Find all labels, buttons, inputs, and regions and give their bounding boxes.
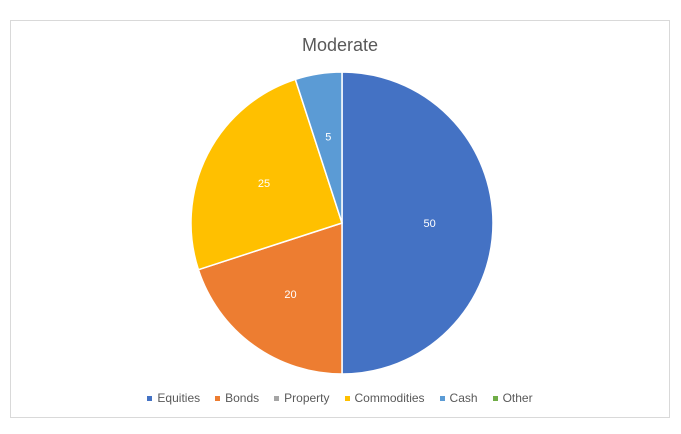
legend-item-commodities: Commodities: [344, 391, 425, 405]
legend-label: Equities: [157, 391, 201, 405]
data-label-equities: 50: [423, 218, 435, 230]
legend-swatch: [147, 395, 153, 401]
data-label-bonds: 20: [284, 289, 296, 301]
legend-label: Commodities: [354, 391, 425, 405]
pie-slice-cash: [294, 71, 343, 224]
legend-swatch: [274, 395, 280, 401]
pie-slice-bonds: [197, 221, 343, 375]
legend-swatch: [344, 395, 350, 401]
data-label-cash: 5: [325, 131, 331, 143]
legend-swatch: [492, 395, 498, 401]
chart-title: Moderate: [301, 35, 379, 55]
legend-swatch: [439, 395, 445, 401]
pie-chart: 50 20 25 5: [190, 71, 494, 375]
legend-swatch: [215, 395, 221, 401]
legend-label: Cash: [449, 391, 478, 405]
pie-slice-equities: [341, 71, 494, 375]
legend-item-property: Property: [274, 391, 330, 405]
legend-label: Bonds: [225, 391, 260, 405]
legend-item-bonds: Bonds: [215, 391, 259, 405]
legend-label: Other: [502, 391, 533, 405]
pie-slice-commodities: [190, 78, 343, 271]
data-label-commodities: 25: [258, 178, 270, 190]
legend-item-cash: Cash: [439, 391, 478, 405]
legend-item-other: Other: [492, 391, 533, 405]
chart-frame: Moderate 50 20 25 5 Equities Bonds Property Co…: [10, 20, 670, 418]
legend: Equities Bonds Property Commodities Cash Othe…: [11, 391, 669, 405]
legend-label: Property: [284, 391, 330, 405]
legend-item-equities: Equities: [147, 391, 200, 405]
